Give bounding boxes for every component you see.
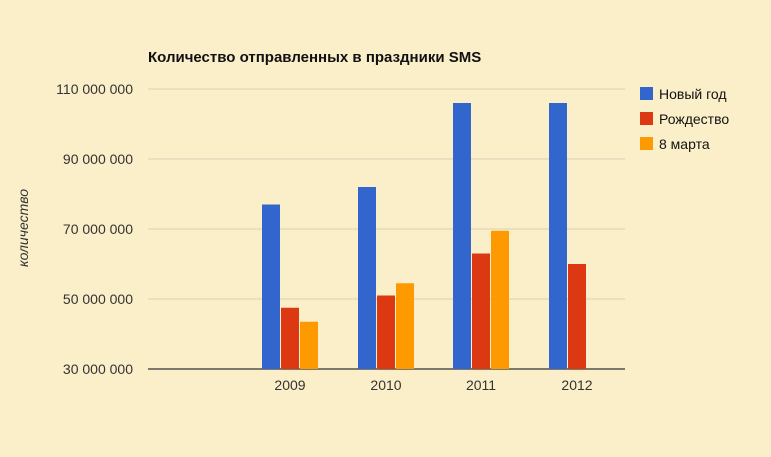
legend-swatch xyxy=(640,112,653,125)
bars xyxy=(262,103,586,369)
bar-2009-3 xyxy=(300,321,318,369)
x-tick-label: 2009 xyxy=(274,377,305,393)
bar-2011-1 xyxy=(453,103,471,369)
x-axis-ticks: 2009 2010 2011 2012 xyxy=(274,377,592,393)
legend-label: Рождество xyxy=(659,111,729,127)
bar-2010-2 xyxy=(377,295,395,369)
y-axis-label: количество xyxy=(15,189,31,267)
legend-label: Новый год xyxy=(659,86,727,102)
bar-2011-3 xyxy=(491,230,509,369)
y-tick-label: 90 000 000 xyxy=(63,151,133,167)
x-tick-label: 2011 xyxy=(466,377,496,393)
bar-2009-1 xyxy=(262,204,280,369)
x-tick-label: 2012 xyxy=(561,377,592,393)
bar-2009-2 xyxy=(281,307,299,369)
y-tick-label: 110 000 000 xyxy=(56,81,133,97)
bar-2011-2 xyxy=(472,253,490,369)
bar-2010-1 xyxy=(358,187,376,369)
x-tick-label: 2010 xyxy=(370,377,401,393)
legend-swatch xyxy=(640,87,653,100)
y-tick-label: 50 000 000 xyxy=(63,291,133,307)
legend-swatch xyxy=(640,137,653,150)
bar-2012-2 xyxy=(568,264,586,369)
legend: Новый год Рождество 8 марта xyxy=(640,86,729,152)
bar-2010-3 xyxy=(396,283,414,369)
y-tick-label: 70 000 000 xyxy=(63,221,133,237)
y-tick-label: 30 000 000 xyxy=(63,361,133,377)
y-axis-ticks: 30 000 000 50 000 000 70 000 000 90 000 000… xyxy=(56,81,133,377)
legend-label: 8 марта xyxy=(659,136,710,152)
bar-2012-1 xyxy=(549,103,567,369)
chart-title: Количество отправленных в праздники SMS xyxy=(148,49,481,66)
